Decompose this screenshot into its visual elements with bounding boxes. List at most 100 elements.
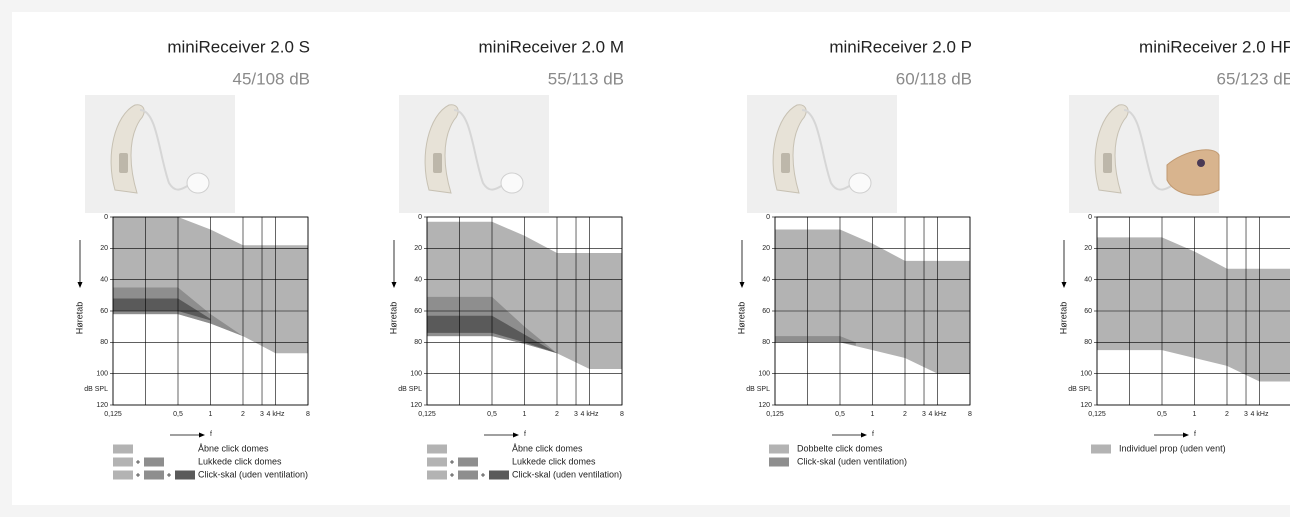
x-tick-label: 2 [241, 411, 245, 418]
legend-label: Åbne click domes [512, 443, 583, 453]
fitting-range [1097, 237, 1290, 382]
legend-swatch [427, 444, 447, 454]
dome [848, 172, 872, 194]
legend-swatch [769, 444, 789, 454]
y-tick-label: 0 [766, 214, 770, 221]
y-tick-label: 40 [1084, 277, 1092, 284]
x-tick-label: 1 [209, 411, 213, 418]
x-tick-label: 3 [1244, 411, 1248, 418]
x-tick-label: 3 [260, 411, 264, 418]
y-tick-label: 20 [414, 245, 422, 252]
x-tick-label: 0,125 [418, 411, 436, 418]
y-axis-label: Høretab [388, 302, 398, 335]
device-button [119, 153, 128, 173]
x-tick-label: 8 [306, 411, 310, 418]
x-tick-label: 2 [903, 411, 907, 418]
x-tick-label: 0,125 [766, 411, 784, 418]
panel-title: miniReceiver 2.0 P [829, 37, 972, 56]
x-axis-label: f [524, 431, 526, 438]
y-tick-label: 40 [100, 277, 108, 284]
y-tick-label: 80 [414, 339, 422, 346]
dome [500, 172, 524, 194]
x-tick-label: 3 [922, 411, 926, 418]
device-tube [1123, 109, 1174, 191]
y-tick-label: 100 [758, 371, 770, 378]
product-photo [399, 95, 549, 213]
device-tube [453, 109, 504, 191]
x-tick-label: 4 kHz [1251, 411, 1269, 418]
legend-swatch [144, 470, 164, 480]
legend-label: Click-skal (uden ventilation) [198, 469, 308, 479]
x-tick-label: 4 kHz [581, 411, 599, 418]
plot-frame [774, 216, 971, 406]
plot-frame [1096, 216, 1290, 406]
legend-swatch [489, 470, 509, 480]
x-arrowhead [861, 432, 867, 438]
legend-swatch [769, 457, 789, 467]
product-photo [747, 95, 897, 213]
panel-subtitle: 65/123 dB [1216, 69, 1290, 88]
legend-label: Individuel prop (uden vent) [1119, 443, 1226, 453]
x-arrowhead [199, 432, 205, 438]
y-tick-label: 60 [762, 308, 770, 315]
y-arrowhead [739, 282, 745, 288]
product-photo [85, 95, 235, 213]
fitting-range [775, 336, 856, 346]
x-tick-label: 3 [574, 411, 578, 418]
x-tick-label: 1 [1193, 411, 1197, 418]
y-tick-label: 80 [1084, 339, 1092, 346]
legend-swatch [175, 470, 195, 480]
earmold [1166, 149, 1220, 196]
panel-title: miniReceiver 2.0 HP [1139, 37, 1290, 56]
x-arrowhead [513, 432, 519, 438]
legend-swatch [427, 470, 447, 480]
y-tick-label: 0 [104, 214, 108, 221]
x-tick-label: 1 [871, 411, 875, 418]
y-arrowhead [391, 282, 397, 288]
y-tick-label: 120 [96, 402, 108, 409]
x-tick-label: 2 [1225, 411, 1229, 418]
y-tick-label: 100 [96, 371, 108, 378]
y-tick-label: 0 [418, 214, 422, 221]
device-button [433, 153, 442, 173]
device-button [781, 153, 790, 173]
y-unit: dB SPL [84, 386, 108, 393]
y-tick-label: 40 [762, 277, 770, 284]
legend-swatch [113, 457, 133, 467]
y-tick-label: 20 [100, 245, 108, 252]
legend-label: Click-skal (uden ventilation) [512, 469, 622, 479]
legend-label: Åbne click domes [198, 443, 269, 453]
x-tick-label: 4 kHz [267, 411, 285, 418]
y-arrowhead [77, 282, 83, 288]
y-axis-label: Høretab [1058, 302, 1068, 335]
legend-label: Lukkede click domes [512, 456, 596, 466]
y-tick-label: 100 [410, 371, 422, 378]
device-tube [139, 109, 190, 191]
x-arrowhead [1183, 432, 1189, 438]
x-tick-label: 0,5 [487, 411, 497, 418]
y-axis-label: Høretab [736, 302, 746, 335]
y-tick-label: 20 [762, 245, 770, 252]
plot-frame [426, 216, 623, 406]
legend-swatch [113, 470, 133, 480]
panel-title: miniReceiver 2.0 S [167, 37, 310, 56]
x-tick-label: 1 [523, 411, 527, 418]
x-axis-label: f [872, 431, 874, 438]
y-tick-label: 0 [1088, 214, 1092, 221]
panel-subtitle: 45/108 dB [232, 69, 310, 88]
y-axis-label: Høretab [74, 302, 84, 335]
legend-swatch [1091, 444, 1111, 454]
fitting-range [113, 298, 211, 321]
legend-swatch [458, 457, 478, 467]
device-button [1103, 153, 1112, 173]
x-tick-label: 8 [620, 411, 624, 418]
panel-title: miniReceiver 2.0 M [479, 37, 625, 56]
y-tick-label: 60 [1084, 308, 1092, 315]
x-tick-label: 0,5 [1157, 411, 1167, 418]
y-arrowhead [1061, 282, 1067, 288]
earmold-vent [1197, 159, 1205, 167]
panel-subtitle: 60/118 dB [896, 69, 972, 88]
y-unit: dB SPL [746, 386, 770, 393]
legend-label: Dobbelte click domes [797, 443, 883, 453]
